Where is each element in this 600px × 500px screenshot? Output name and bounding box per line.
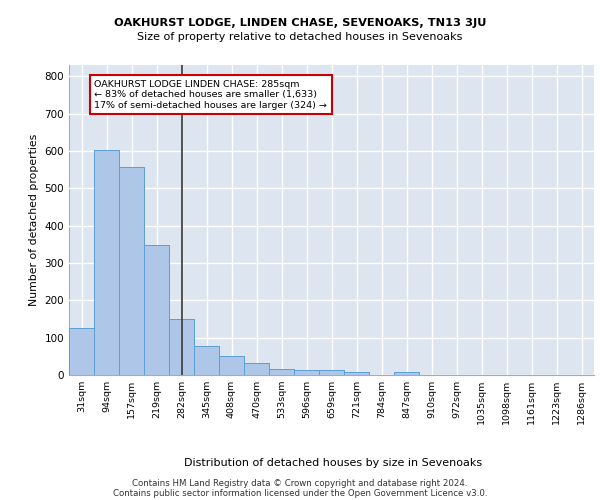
Text: OAKHURST LODGE, LINDEN CHASE, SEVENOAKS, TN13 3JU: OAKHURST LODGE, LINDEN CHASE, SEVENOAKS,… <box>114 18 486 28</box>
Bar <box>294 370 319 375</box>
Bar <box>194 346 219 375</box>
Bar <box>269 370 294 375</box>
Bar <box>319 370 344 375</box>
Bar <box>319 370 344 375</box>
Text: Contains public sector information licensed under the Open Government Licence v3: Contains public sector information licen… <box>113 488 487 498</box>
Bar <box>344 372 369 375</box>
Y-axis label: Number of detached properties: Number of detached properties <box>29 134 39 306</box>
Text: OAKHURST LODGE LINDEN CHASE: 285sqm
← 83% of detached houses are smaller (1,633): OAKHURST LODGE LINDEN CHASE: 285sqm ← 83… <box>95 80 328 110</box>
Bar <box>169 319 194 375</box>
Bar <box>119 167 144 375</box>
Bar <box>219 356 244 375</box>
Bar <box>144 245 169 375</box>
Bar <box>394 372 419 375</box>
Bar <box>69 328 94 375</box>
Text: Contains HM Land Registry data © Crown copyright and database right 2024.: Contains HM Land Registry data © Crown c… <box>132 478 468 488</box>
Text: Distribution of detached houses by size in Sevenoaks: Distribution of detached houses by size … <box>184 458 482 468</box>
Bar <box>119 167 144 375</box>
Bar <box>94 150 119 375</box>
Bar <box>344 372 369 375</box>
Bar <box>69 328 94 375</box>
Text: Size of property relative to detached houses in Sevenoaks: Size of property relative to detached ho… <box>137 32 463 42</box>
Bar <box>244 363 269 375</box>
Bar <box>294 370 319 375</box>
Bar <box>269 370 294 375</box>
Bar <box>169 319 194 375</box>
Bar <box>219 356 244 375</box>
Bar <box>194 346 219 375</box>
Bar <box>244 363 269 375</box>
Bar <box>394 372 419 375</box>
Bar <box>144 245 169 375</box>
Bar <box>94 150 119 375</box>
